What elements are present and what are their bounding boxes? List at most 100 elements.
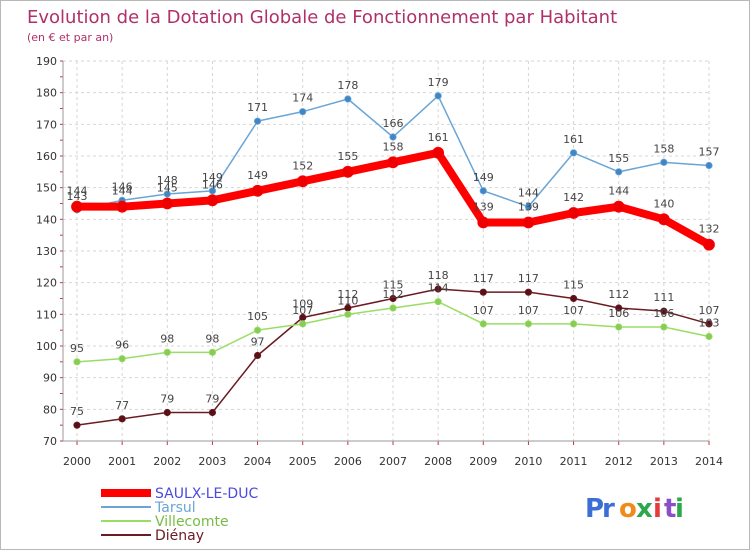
data-label: 161 [428,131,449,144]
x-tick-label: 2000 [63,455,91,468]
data-point [208,187,217,195]
data-label: 107 [292,304,313,317]
logo-letter: P [585,494,604,524]
data-point [524,320,533,328]
data-label: 144 [67,185,88,198]
data-label: 149 [202,171,223,184]
data-label: 146 [112,180,133,193]
x-tick-label: 2012 [605,455,633,468]
legend-label: Tarsul [154,500,196,516]
data-label: 79 [205,393,219,406]
series [71,92,715,429]
data-point [479,288,487,296]
legend-label: SAULX-LE-DUC [155,486,258,502]
data-label: 97 [251,336,265,349]
data-label: 112 [337,288,358,301]
data-point [660,158,668,166]
data-label: 146 [202,178,223,191]
data-point [389,133,397,141]
data-point [660,323,668,331]
data-point [163,348,171,356]
data-point [434,298,442,306]
data-point [705,320,713,328]
data-point [567,207,580,219]
data-point [389,294,397,303]
y-tick-label: 110 [36,308,57,321]
data-point [299,320,307,328]
data-label: 75 [70,405,84,418]
data-point [477,216,490,229]
data-label: 166 [383,117,404,130]
data-label: 140 [653,197,674,210]
data-point [434,285,442,293]
data-point [161,197,174,210]
x-tick-label: 2007 [379,455,407,468]
data-label: 178 [337,79,358,92]
y-tick-label: 160 [36,150,57,163]
x-tick-label: 2008 [424,455,452,468]
x-tick-label: 2011 [560,455,588,468]
data-label: 114 [428,282,449,295]
x-tick-label: 2004 [244,455,272,468]
data-label: 105 [247,310,268,323]
data-label: 96 [115,339,129,352]
x-tick-label: 2006 [334,455,362,468]
data-point [615,168,623,176]
data-point [71,200,83,213]
data-label: 79 [160,393,174,406]
data-label: 95 [70,342,84,355]
data-point [341,165,354,178]
data-label: 171 [247,101,268,114]
data-label: 111 [653,291,674,304]
y-tick-label: 150 [36,182,57,195]
x-tick-label: 2009 [469,455,497,468]
data-label: 158 [383,140,404,153]
data-label: 174 [292,92,313,105]
data-label: 139 [518,201,539,214]
data-label: 107 [699,304,720,317]
data-label: 139 [473,201,494,214]
data-point [479,320,487,328]
data-point [73,358,81,366]
x-tick-label: 2010 [514,455,542,468]
data-label: 106 [653,307,674,320]
y-tick-label: 90 [43,372,57,385]
logo-letter: r [602,494,615,524]
data-point [660,307,668,315]
legend-label: Villecomte [155,514,229,530]
data-label: 157 [699,146,720,159]
data-label: 117 [473,272,494,285]
data-label: 107 [518,304,539,317]
data-label: 144 [608,185,629,198]
data-point [344,95,352,103]
y-tick-label: 70 [43,435,57,448]
data-label: 149 [473,171,494,184]
x-tick-label: 2002 [153,455,181,468]
logo-letter: i [653,494,662,524]
logo-letter: i [675,494,684,524]
data-label: 112 [608,288,629,301]
data-point [163,190,171,198]
data-point [299,108,307,116]
y-tick-label: 100 [36,340,57,353]
data-label: 143 [67,190,88,203]
y-tick-label: 120 [36,277,57,290]
data-label: 158 [653,142,674,155]
data-point [479,187,487,195]
data-point [208,408,217,417]
x-tick-label: 2003 [198,455,226,468]
data-point [73,421,81,429]
data-point [524,203,533,211]
data-label: 149 [247,169,268,182]
x-tick-label: 2014 [695,455,723,468]
data-point [116,200,129,213]
data-label: 179 [428,76,449,89]
data-point [703,238,715,251]
data-label: 161 [563,133,584,146]
logo-letter: t [664,494,676,524]
y-tick-label: 190 [36,55,57,68]
y-tick-label: 140 [36,213,57,226]
